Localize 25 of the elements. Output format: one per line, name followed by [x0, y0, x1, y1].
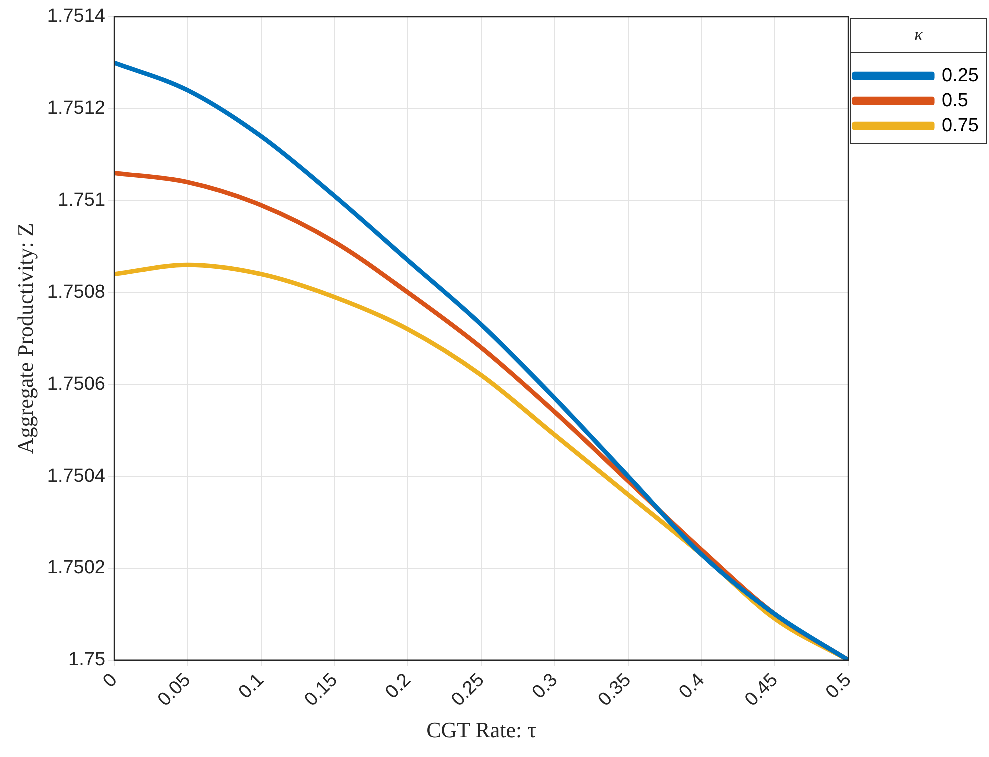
x-tick-label: 0.3: [528, 670, 562, 704]
x-tick-label: 0.05: [154, 670, 196, 711]
legend-label: 0.5: [942, 90, 968, 112]
y-tick-label: 1.7512: [47, 98, 106, 120]
y-tick-label: 1.7514: [47, 6, 106, 28]
y-tick-label: 1.7506: [47, 374, 106, 395]
y-tick-label: 1.75: [68, 650, 106, 671]
y-axis-title: Aggregate Productivity: Z: [12, 223, 38, 454]
x-tick-label: 0.45: [741, 670, 782, 711]
x-tick-label: 0.4: [675, 669, 710, 704]
y-tick-label: 1.751: [58, 190, 106, 212]
y-tick-label: 1.7508: [47, 282, 106, 303]
x-tick-label: 0.2: [382, 670, 416, 704]
x-tick-label: 0.15: [300, 670, 342, 711]
x-tick-label: 0: [99, 670, 122, 692]
x-tick-label: 0.35: [594, 670, 636, 711]
y-tick-label: 1.7502: [47, 558, 106, 579]
legend-label: 0.25: [942, 65, 980, 86]
legend-label: 0.75: [942, 115, 980, 136]
x-tick-label: 0.1: [235, 670, 269, 704]
x-axis-title: CGT Rate: τ: [426, 718, 537, 743]
y-tick-label: 1.7504: [47, 466, 106, 487]
legend-title: κ: [914, 24, 924, 45]
x-tick-label: 0.25: [448, 670, 489, 711]
x-tick-label: 0.5: [822, 670, 856, 704]
